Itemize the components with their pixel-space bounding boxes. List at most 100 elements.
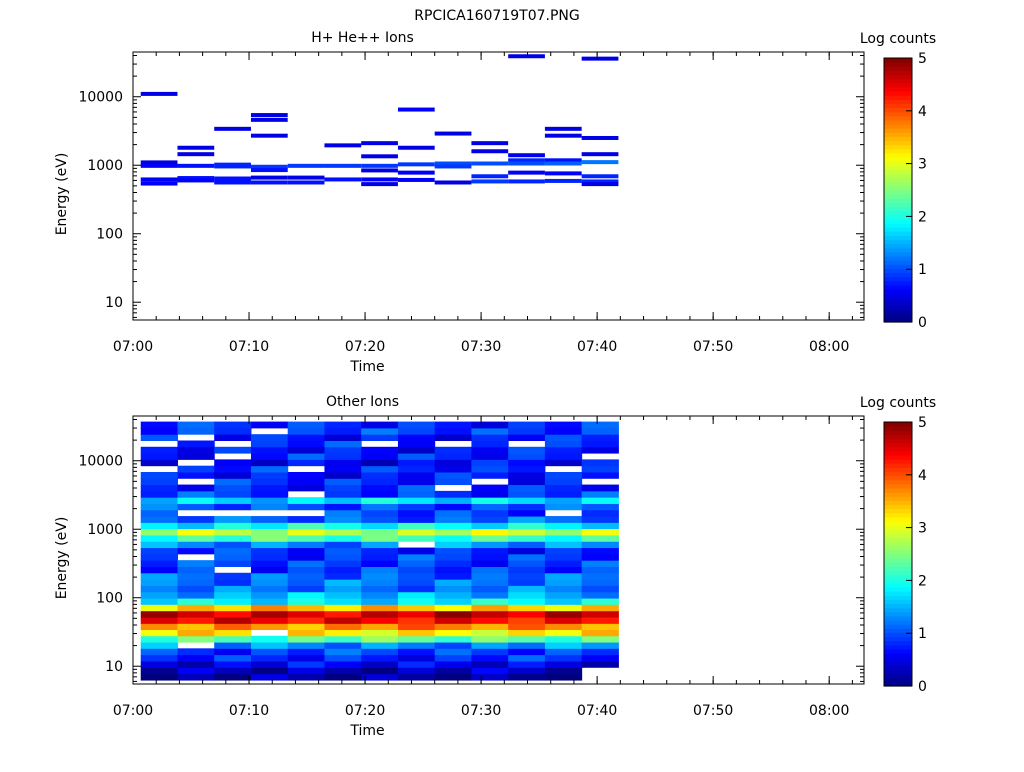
spectrogram-cell <box>177 490 215 498</box>
spectrogram-cell <box>250 604 289 612</box>
spectrogram-cell <box>140 484 178 492</box>
spectrogram-cell <box>140 534 178 542</box>
colorbar-segment <box>884 587 912 592</box>
spectrogram-cell <box>544 547 583 555</box>
spectrogram-cell <box>397 490 436 498</box>
spectrogram-cell <box>177 572 215 580</box>
spectrogram-cell <box>324 547 362 555</box>
spectrogram-cell <box>544 617 583 624</box>
spectrogram-cell <box>434 610 472 618</box>
spectrogram-cell <box>544 471 583 479</box>
spectrogram-cell <box>140 642 178 649</box>
colorbar-segment <box>884 243 912 249</box>
spectrogram-cell <box>214 660 252 668</box>
spectrogram-cell <box>324 509 362 517</box>
spectrogram-cell <box>361 629 399 637</box>
colorbar-segment <box>884 492 912 497</box>
spectrogram-cell <box>287 497 325 504</box>
colorbar-segment <box>884 648 912 654</box>
colorbar-segment <box>884 459 912 464</box>
spectrogram-cell <box>214 572 252 580</box>
spectrogram-cell <box>471 453 509 460</box>
spectrogram-cell <box>471 654 509 662</box>
spectrogram-cell <box>544 497 583 504</box>
spectrogram-cell <box>250 579 289 586</box>
spectrogram-cell <box>287 478 325 486</box>
colorbar-tick-label: 2 <box>918 573 927 589</box>
spectrogram-cell <box>434 629 472 637</box>
colorbar-segment <box>884 554 912 559</box>
spectrogram-cell <box>250 598 289 605</box>
spectrogram-cell <box>471 541 509 549</box>
spectrogram-cell <box>324 585 362 593</box>
spectrogram-cell <box>140 434 178 441</box>
colorbar-segment <box>884 103 912 109</box>
spectrogram-cell <box>214 635 252 643</box>
spectrogram-cell <box>581 427 619 435</box>
colorbar-segment <box>884 272 912 278</box>
spectrogram-cell <box>250 484 289 492</box>
spectrogram-cell <box>214 553 252 561</box>
spectrogram-cell <box>324 648 362 656</box>
spectrogram-cell <box>361 484 399 492</box>
spectrogram-cell <box>361 617 399 624</box>
spectrogram-cell <box>177 541 215 549</box>
spectrogram-cell <box>250 610 289 618</box>
spectrogram-cell <box>287 648 325 656</box>
x-tick-label: 07:00 <box>113 339 153 355</box>
spectrogram-cell <box>287 642 325 649</box>
spectrogram-cell <box>287 591 325 599</box>
y-tick-label: 10 <box>105 295 123 311</box>
spectrogram-cell <box>508 566 546 574</box>
plot-frame <box>132 51 865 321</box>
spectrogram-cell <box>140 610 178 618</box>
spectrogram-cell <box>140 163 178 168</box>
spectrogram-cell <box>471 465 509 473</box>
spectrogram-cell <box>177 446 215 454</box>
spectrogram-cell <box>177 484 215 492</box>
colorbar-segment <box>884 70 912 76</box>
spectrogram-cell <box>214 610 252 618</box>
spectrogram-cell <box>140 503 178 511</box>
spectrogram-cell <box>287 175 325 180</box>
spectrogram-cell <box>214 541 252 549</box>
spectrogram-cell <box>471 547 509 555</box>
spectrogram-cell <box>250 522 289 530</box>
spectrogram-cell <box>397 459 436 467</box>
spectrogram-cell <box>471 446 509 454</box>
spectrogram-cell <box>397 509 436 517</box>
spectrogram-cell <box>214 673 252 681</box>
colorbar-segment <box>884 508 912 514</box>
spectrogram-cell <box>324 453 362 460</box>
spectrogram-cell <box>250 673 289 681</box>
spectrogram-cell <box>250 113 288 118</box>
spectrogram-cell <box>140 427 178 435</box>
spectrogram-cell <box>324 604 362 612</box>
spectrogram-cell <box>250 617 289 624</box>
spectrogram-cell <box>471 528 509 536</box>
spectrogram-cell <box>581 566 619 574</box>
colorbar-segment <box>884 198 912 203</box>
spectrogram-cell <box>214 585 252 593</box>
spectrogram-cell <box>581 560 619 567</box>
spectrogram-cell <box>177 528 215 536</box>
spectrogram-cell <box>471 629 509 637</box>
spectrogram-cell <box>544 566 583 574</box>
spectrogram-cell <box>508 497 546 504</box>
spectrogram-cell <box>508 161 545 166</box>
spectrogram-cell <box>544 667 583 675</box>
colorbar-segment <box>884 218 912 224</box>
spectrogram-cell <box>140 591 178 599</box>
spectrogram-cell <box>177 560 215 567</box>
spectrogram-cell <box>508 541 546 549</box>
spectrogram-cell <box>544 591 583 599</box>
spectrogram-cell <box>471 174 509 179</box>
x-tick-label: 07:30 <box>461 703 501 719</box>
spectrogram-cell <box>287 654 325 662</box>
spectrogram-cell <box>250 180 288 185</box>
spectrogram-cell <box>434 497 472 504</box>
spectrogram-cell <box>581 421 619 429</box>
spectrogram-cell <box>361 163 398 168</box>
spectrogram-cell <box>397 453 436 460</box>
